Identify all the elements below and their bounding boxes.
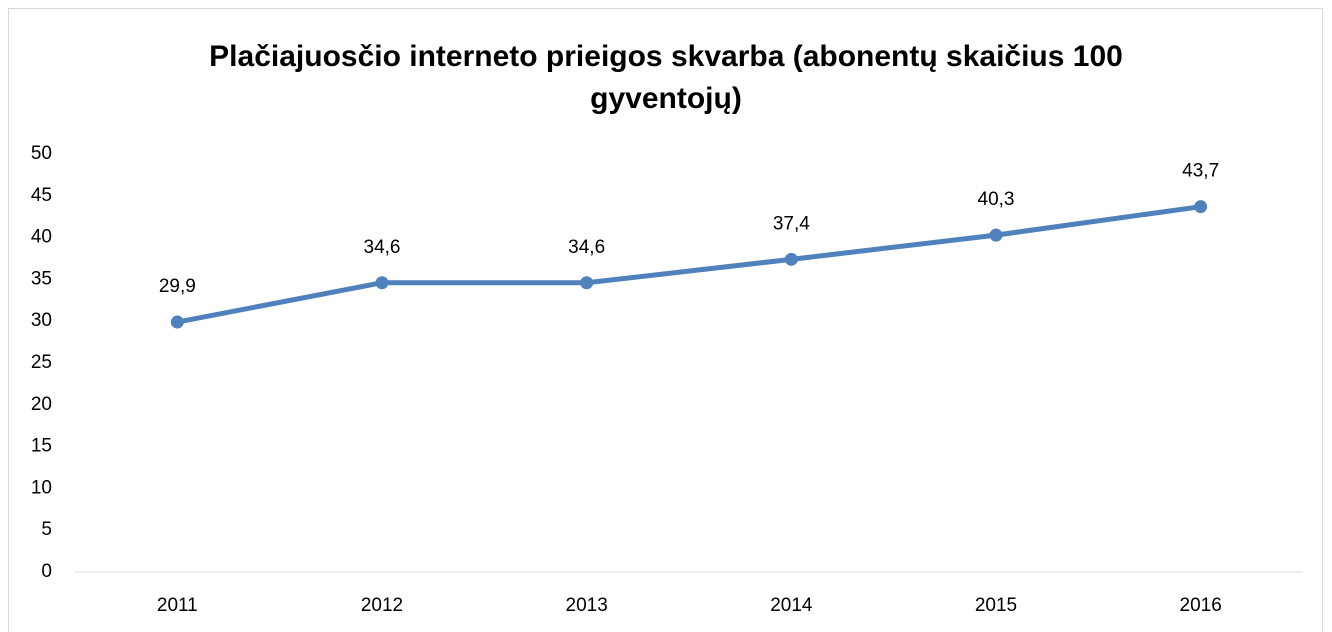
y-tick-label: 20 — [31, 394, 52, 415]
data-label: 37,4 — [773, 213, 810, 234]
x-tick-label: 2012 — [361, 595, 403, 616]
data-label: 34,6 — [568, 237, 605, 258]
y-tick-label: 50 — [31, 143, 52, 164]
marker — [170, 315, 184, 329]
line — [176, 204, 1202, 325]
marker — [1194, 200, 1208, 214]
y-tick-label: 40 — [31, 227, 52, 248]
y-tick-label: 10 — [31, 477, 52, 498]
marker — [784, 252, 798, 266]
x-tick-label: 2011 — [157, 595, 198, 616]
x-tick-label: 2015 — [975, 595, 1017, 616]
x-tick-label: 2014 — [770, 595, 813, 616]
data-label: 43,7 — [1182, 161, 1219, 182]
data-label: 29,9 — [159, 276, 196, 297]
data-label: 34,6 — [364, 237, 401, 258]
y-tick-label: 25 — [31, 352, 52, 373]
x-tick-label: 2013 — [566, 595, 608, 616]
y-tick-label: 35 — [31, 268, 52, 289]
marker — [989, 228, 1003, 242]
y-tick-label: 15 — [31, 436, 52, 457]
y-tick-label: 30 — [31, 310, 52, 331]
y-tick-label: 5 — [41, 519, 52, 540]
marker — [580, 276, 594, 290]
data-label: 40,3 — [978, 189, 1015, 210]
chart-title: Plačiajuosčio interneto prieigos skvarba… — [209, 40, 1123, 115]
x-tick-label: 2016 — [1180, 595, 1222, 616]
y-tick-label: 0 — [41, 561, 52, 582]
y-tick-label: 45 — [31, 185, 52, 206]
marker — [375, 276, 389, 290]
chart-frame — [8, 8, 1323, 632]
